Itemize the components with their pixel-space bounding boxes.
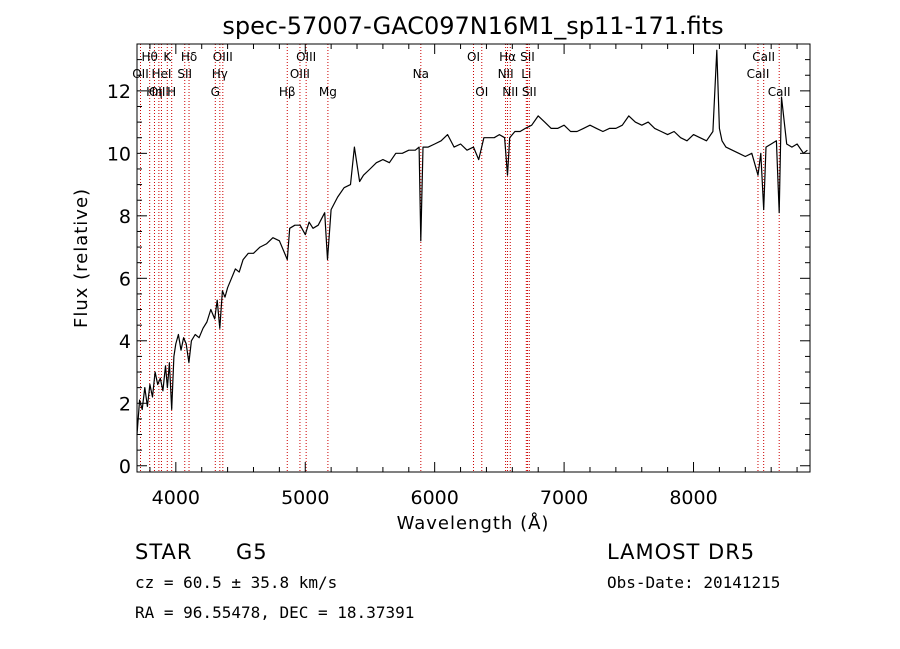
marker-label: Hγ bbox=[212, 67, 228, 81]
y-tick-label: 12 bbox=[107, 81, 131, 103]
spectrum-line bbox=[136, 49, 808, 435]
marker-label: OIII bbox=[290, 67, 310, 81]
y-axis-label: Flux (relative) bbox=[71, 188, 92, 328]
spectrum-series bbox=[136, 49, 808, 435]
marker-label: OIII bbox=[149, 85, 169, 99]
marker-label: K bbox=[163, 50, 172, 64]
marker-label: OI bbox=[467, 50, 480, 64]
marker-label: SII bbox=[522, 85, 537, 99]
marker-label: CaII bbox=[768, 85, 791, 99]
x-axis-label: Wavelength (Å) bbox=[397, 512, 550, 534]
y-tick-label: 4 bbox=[119, 331, 131, 353]
marker-label: OI bbox=[475, 85, 488, 99]
marker-label: Hβ bbox=[279, 85, 296, 99]
x-tick-label: 5000 bbox=[281, 487, 329, 509]
marker-label: Hθ bbox=[141, 50, 157, 64]
marker-label: Hα bbox=[499, 50, 516, 64]
y-tick-label: 6 bbox=[119, 268, 131, 290]
y-tick-label: 8 bbox=[119, 206, 131, 228]
marker-label: OIII bbox=[296, 50, 316, 64]
redshift-velocity: cz = 60.5 ± 35.8 km/s bbox=[135, 573, 337, 592]
marker-label: Hδ bbox=[181, 50, 197, 64]
marker-label: SII bbox=[177, 67, 192, 81]
x-tick-label: 6000 bbox=[410, 487, 458, 509]
survey-name: LAMOST DR5 bbox=[607, 540, 755, 564]
marker-label: CaII bbox=[752, 50, 775, 64]
marker-label: G bbox=[211, 85, 220, 99]
marker-label: OII bbox=[132, 67, 149, 81]
marker-label: SII bbox=[520, 50, 535, 64]
marker-label: NII bbox=[498, 67, 514, 81]
y-tick-label: 0 bbox=[119, 456, 131, 478]
y-tick-label: 10 bbox=[107, 143, 131, 165]
marker-label: Li bbox=[521, 67, 531, 81]
object-class: STAR bbox=[135, 540, 192, 564]
observation-date: Obs-Date: 20141215 bbox=[607, 573, 780, 592]
marker-label: H bbox=[167, 85, 176, 99]
marker-label: CaII bbox=[747, 67, 770, 81]
marker-label: NII bbox=[502, 85, 518, 99]
marker-label: Na bbox=[413, 67, 429, 81]
x-tick-label: 7000 bbox=[540, 487, 588, 509]
y-tick-label: 2 bbox=[119, 393, 131, 415]
marker-label: Mg bbox=[319, 85, 337, 99]
marker-label: OIII bbox=[213, 50, 233, 64]
x-tick-label: 4000 bbox=[152, 487, 200, 509]
object-subclass: G5 bbox=[236, 540, 268, 564]
chart-title: spec-57007-GAC097N16M1_sp11-171.fits bbox=[222, 12, 723, 40]
marker-label: HeI bbox=[151, 67, 171, 81]
plot-frame bbox=[136, 43, 811, 473]
x-tick-label: 8000 bbox=[669, 487, 717, 509]
axis-ticks: 4000 5000 6000 7000 8000 0 2 4 6 8 10 12 bbox=[107, 44, 810, 509]
marker-label: Hη bbox=[146, 85, 163, 99]
coordinates: RA = 96.55478, DEC = 18.37391 bbox=[135, 603, 414, 622]
